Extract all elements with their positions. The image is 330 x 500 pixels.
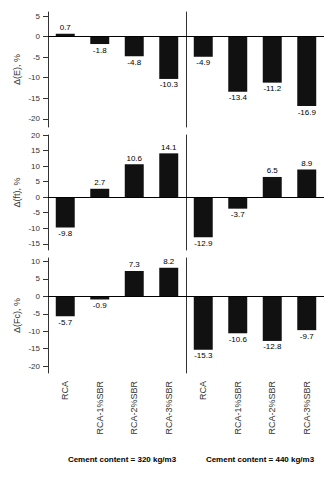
svg-text:-5.7: -5.7 bbox=[58, 318, 72, 327]
svg-text:5: 5 bbox=[36, 274, 41, 283]
svg-text:RCA: RCA bbox=[60, 381, 70, 400]
svg-text:-4.9: -4.9 bbox=[196, 58, 210, 67]
svg-text:-1.8: -1.8 bbox=[93, 46, 107, 55]
svg-text:-4.8: -4.8 bbox=[127, 58, 141, 67]
svg-text:-5: -5 bbox=[33, 309, 41, 318]
svg-text:-15: -15 bbox=[28, 94, 40, 103]
svg-text:RCA-1%SBR: RCA-1%SBR bbox=[95, 381, 105, 435]
svg-text:-11.2: -11.2 bbox=[263, 84, 281, 93]
svg-text:-9.7: -9.7 bbox=[300, 332, 314, 341]
svg-text:0: 0 bbox=[36, 193, 41, 202]
svg-text:10.6: 10.6 bbox=[126, 154, 142, 163]
svg-text:-5: -5 bbox=[33, 208, 41, 217]
svg-text:-10: -10 bbox=[28, 327, 40, 336]
svg-text:Δ(Fc), %: Δ(Fc), % bbox=[12, 298, 22, 333]
svg-text:10: 10 bbox=[31, 257, 40, 266]
svg-text:-20: -20 bbox=[28, 362, 40, 371]
svg-text:6.5: 6.5 bbox=[267, 166, 279, 175]
svg-text:-0.9: -0.9 bbox=[93, 301, 107, 310]
svg-text:-10.3: -10.3 bbox=[160, 80, 179, 89]
svg-text:-15: -15 bbox=[28, 344, 40, 353]
svg-text:Δ(ft), %: Δ(ft), % bbox=[12, 177, 22, 207]
svg-text:0.7: 0.7 bbox=[60, 23, 72, 32]
svg-text:-3.7: -3.7 bbox=[231, 210, 245, 219]
svg-text:2.7: 2.7 bbox=[94, 178, 106, 187]
svg-text:8.9: 8.9 bbox=[301, 159, 313, 168]
svg-text:-13.4: -13.4 bbox=[229, 93, 248, 102]
svg-text:-12.9: -12.9 bbox=[194, 239, 213, 248]
svg-text:Cement content = 320 kg/m3: Cement content = 320 kg/m3 bbox=[68, 455, 177, 464]
svg-text:-16.9: -16.9 bbox=[298, 108, 317, 117]
svg-text:-10: -10 bbox=[28, 73, 40, 82]
svg-text:RCA-2%SBR: RCA-2%SBR bbox=[129, 381, 139, 435]
svg-text:-10: -10 bbox=[28, 224, 40, 233]
svg-text:5: 5 bbox=[36, 177, 41, 186]
svg-text:RCA-3%SBR: RCA-3%SBR bbox=[164, 381, 174, 435]
svg-text:RCA: RCA bbox=[198, 381, 208, 400]
svg-text:8.2: 8.2 bbox=[163, 257, 175, 266]
svg-text:0: 0 bbox=[36, 292, 41, 301]
svg-text:-5: -5 bbox=[33, 53, 41, 62]
svg-text:5: 5 bbox=[36, 12, 41, 21]
svg-text:15: 15 bbox=[31, 146, 40, 155]
svg-text:7.3: 7.3 bbox=[129, 260, 141, 269]
svg-text:10: 10 bbox=[31, 162, 40, 171]
svg-text:-15.3: -15.3 bbox=[194, 351, 213, 360]
svg-text:Δ(E), %: Δ(E), % bbox=[12, 54, 22, 85]
svg-text:-20: -20 bbox=[28, 114, 40, 123]
svg-text:0: 0 bbox=[36, 32, 41, 41]
svg-text:-12.8: -12.8 bbox=[263, 342, 282, 351]
svg-text:RCA-3%SBR: RCA-3%SBR bbox=[302, 381, 312, 435]
svg-text:20: 20 bbox=[31, 131, 40, 140]
svg-text:Cement content = 440 kg/m3: Cement content = 440 kg/m3 bbox=[206, 455, 315, 464]
svg-text:-10.6: -10.6 bbox=[229, 335, 248, 344]
svg-text:-9.8: -9.8 bbox=[58, 229, 72, 238]
svg-text:RCA-1%SBR: RCA-1%SBR bbox=[233, 381, 243, 435]
svg-text:RCA-2%SBR: RCA-2%SBR bbox=[267, 381, 277, 435]
svg-text:14.1: 14.1 bbox=[161, 143, 177, 152]
svg-text:-15: -15 bbox=[28, 239, 40, 248]
